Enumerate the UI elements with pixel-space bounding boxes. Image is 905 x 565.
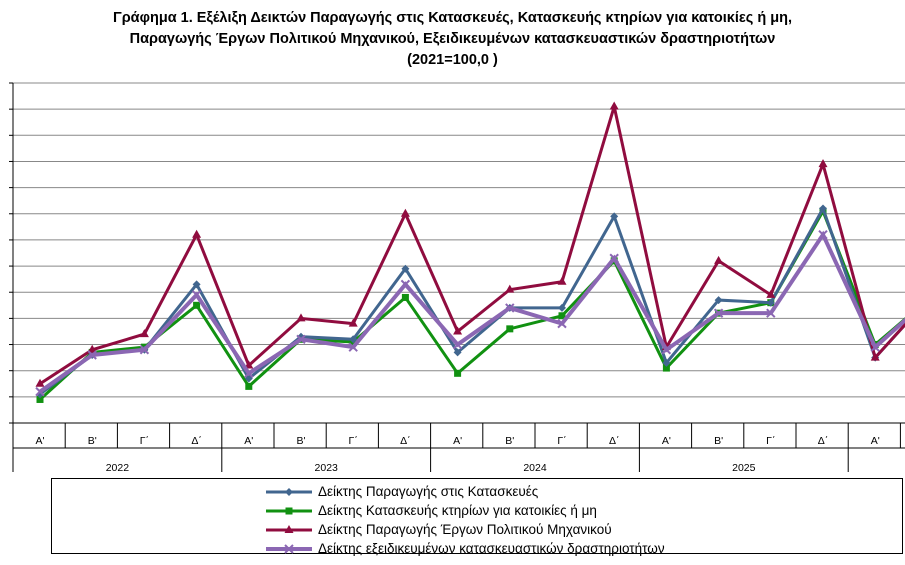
- x-tick-label: Γ΄: [349, 435, 358, 447]
- data-point-buildings: [245, 382, 253, 390]
- legend-item-civil-engineering: Δείκτης Παραγωγής Έργων Πολιτικού Μηχανι…: [264, 520, 612, 539]
- data-point-civil-engineering: [766, 289, 776, 298]
- data-point-civil-engineering: [35, 378, 45, 387]
- data-point-civil-engineering: [400, 208, 410, 217]
- x-tick-label: Γ΄: [557, 435, 566, 447]
- x-tick-label: Α': [244, 435, 253, 447]
- legend-item-construction-production: Δείκτης Παραγωγής στις Κατασκευές: [264, 482, 538, 501]
- legend-label: Δείκτης Παραγωγής Έργων Πολιτικού Μηχανι…: [318, 522, 612, 537]
- year-label: 2025: [732, 462, 756, 474]
- data-point-construction-production: [192, 280, 201, 289]
- x-tick-label: Β': [505, 435, 514, 447]
- data-point-specialised-activities: [661, 345, 672, 355]
- data-point-specialised-activities: [87, 350, 97, 360]
- data-point-construction-production: [453, 348, 462, 357]
- chart-title-line-1: Γράφημα 1. Εξέλιξη Δεικτών Παραγωγής στι…: [113, 10, 792, 26]
- data-point-specialised-activities: [870, 342, 880, 352]
- data-point-specialised-activities: [296, 334, 306, 345]
- data-point-buildings: [36, 395, 44, 403]
- x-tick-label: Α': [662, 435, 671, 447]
- series-line-civil-engineering: [39, 106, 905, 386]
- legend-item-buildings: Δείκτης Κατασκευής κτηρίων για κατοικίες…: [264, 501, 597, 520]
- legend-label: Δείκτης Παραγωγής στις Κατασκευές: [318, 484, 539, 499]
- data-point-buildings: [401, 293, 409, 301]
- chart-title-line-3: (2021=100,0 ): [407, 52, 498, 68]
- data-point-civil-engineering: [870, 352, 880, 361]
- data-point-specialised-activities: [766, 308, 776, 318]
- legend-swatch: [266, 524, 312, 533]
- data-point-civil-engineering: [557, 276, 567, 285]
- series-line-construction-production: [39, 204, 905, 396]
- x-tick-label: Δ΄: [818, 435, 829, 447]
- data-point-specialised-activities: [191, 290, 202, 300]
- data-point-civil-engineering: [192, 229, 202, 238]
- data-point-specialised-activities: [713, 308, 724, 318]
- data-point-specialised-activities: [557, 318, 567, 329]
- legend-marker: [285, 487, 293, 496]
- series-line-specialised-activities: [38, 230, 905, 394]
- data-point-buildings: [454, 369, 462, 377]
- legend-marker: [284, 524, 294, 533]
- data-point-construction-production: [610, 212, 619, 221]
- legend-swatch: [266, 543, 312, 554]
- data-point-specialised-activities: [452, 339, 463, 350]
- x-tick-label: Α': [35, 435, 44, 447]
- data-point-civil-engineering: [139, 329, 149, 338]
- data-point-specialised-activities: [348, 342, 358, 352]
- data-point-construction-production: [819, 204, 827, 213]
- legend-marker: [285, 507, 293, 514]
- data-point-construction-production: [558, 303, 566, 312]
- data-point-civil-engineering: [505, 284, 515, 293]
- chart-legend: Δείκτης Παραγωγής στις Κατασκευές Δείκτης…: [51, 478, 903, 556]
- x-tick-label: Γ΄: [766, 435, 775, 447]
- data-point-specialised-activities: [609, 253, 619, 263]
- data-point-construction-production: [662, 358, 671, 367]
- x-tick-label: Β': [714, 435, 723, 447]
- x-tick-label: Δ΄: [191, 435, 202, 447]
- x-tick-label: Δ΄: [400, 435, 411, 447]
- year-label: 2022: [106, 462, 130, 474]
- line-chart: Α' Β' Γ΄ Δ΄ Α' Β' Γ΄ Δ΄ Α' Β' Γ΄ Δ΄ Α' Β' Γ΄ Δ΄ Α' 2022 20…: [9, 82, 905, 474]
- data-point-construction-production: [349, 335, 358, 344]
- year-label: 2023: [315, 462, 339, 474]
- x-tick-label: Α': [453, 435, 462, 447]
- legend-item-specialised-activities: Δείκτης εξειδικευμένων κατασκευαστικών δ…: [264, 539, 665, 558]
- data-point-buildings: [193, 301, 201, 309]
- data-point-buildings: [558, 312, 566, 320]
- data-point-buildings: [662, 364, 670, 372]
- legend-swatch: [266, 487, 312, 496]
- data-point-specialised-activities: [35, 386, 45, 397]
- data-point-civil-engineering: [453, 326, 463, 335]
- chart-title-line-2: Παραγωγής Έργων Πολιτικού Μηχανικού, Εξε…: [129, 31, 776, 47]
- x-tick-label: Β': [88, 435, 97, 447]
- data-point-construction-production: [401, 264, 410, 273]
- data-point-specialised-activities: [818, 229, 828, 240]
- legend-swatch: [266, 507, 312, 514]
- year-label: 2024: [523, 462, 547, 474]
- data-point-civil-engineering: [818, 159, 828, 168]
- data-point-civil-engineering: [87, 344, 97, 353]
- x-tick-label: Γ΄: [140, 435, 149, 447]
- data-point-specialised-activities: [400, 279, 411, 290]
- data-point-construction-production: [714, 296, 723, 305]
- data-point-specialised-activities: [244, 368, 254, 379]
- data-point-construction-production: [766, 298, 775, 307]
- x-tick-label: Δ΄: [609, 435, 620, 447]
- data-point-specialised-activities: [505, 303, 515, 313]
- legend-label: Δείκτης Κατασκευής κτηρίων για κατοικίες…: [318, 503, 597, 518]
- legend-label: Δείκτης εξειδικευμένων κατασκευαστικών δ…: [318, 541, 665, 556]
- data-point-buildings: [506, 325, 514, 333]
- x-tick-label: Β': [296, 435, 305, 447]
- x-tick-label: Α': [871, 435, 880, 447]
- data-point-civil-engineering: [714, 255, 724, 264]
- legend-marker: [284, 543, 294, 554]
- data-point-civil-engineering: [348, 318, 358, 327]
- data-point-civil-engineering: [296, 313, 306, 322]
- data-point-specialised-activities: [139, 345, 150, 355]
- data-point-civil-engineering: [609, 101, 619, 110]
